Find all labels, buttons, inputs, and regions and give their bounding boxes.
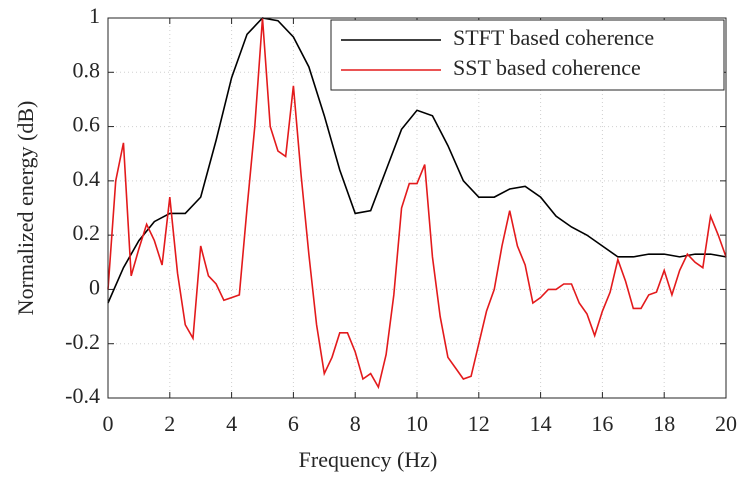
x-tick-label: 4 [226,411,237,436]
y-tick-label: 1 [89,3,100,28]
legend-box [330,19,725,91]
x-tick-label: 12 [468,411,490,436]
legend-label: SST based coherence [453,55,641,80]
y-tick-label: 0.4 [73,166,101,191]
x-tick-label: 16 [591,411,613,436]
x-tick-label: 2 [164,411,175,436]
plot-frame [107,17,727,399]
y-tick-label: -0.2 [65,329,100,354]
y-tick-label: -0.4 [65,383,100,408]
line-series [107,17,727,304]
line-series [107,17,727,390]
x-axis-label: Frequency (Hz) [299,447,438,472]
x-tick-label: 8 [350,411,361,436]
x-tick-label: 6 [288,411,299,436]
x-tick-label: 20 [715,411,737,436]
x-tick-label: 14 [530,411,552,436]
y-axis-label: Normalized energy (dB) [13,101,38,316]
y-tick-label: 0.6 [73,112,101,137]
y-tick-label: 0 [89,274,100,299]
x-tick-label: 18 [653,411,675,436]
x-tick-label: 0 [103,411,114,436]
y-tick-label: 0.2 [73,220,101,245]
legend-label: STFT based coherence [453,25,654,50]
y-tick-label: 0.8 [73,57,101,82]
x-tick-label: 10 [406,411,428,436]
